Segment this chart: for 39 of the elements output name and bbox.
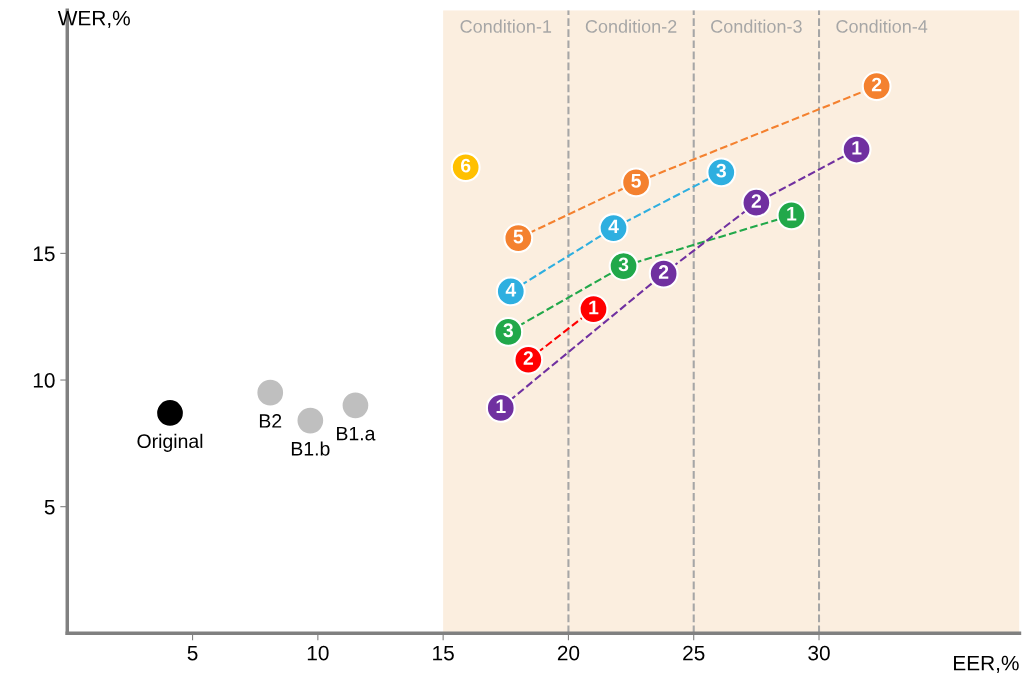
annotation: 3 bbox=[618, 257, 629, 272]
band-label: Condition-3 bbox=[711, 19, 802, 33]
x-axis-title: EER,% bbox=[954, 655, 1019, 673]
x-tick-label: 25 bbox=[683, 645, 705, 661]
x-tick-label: 10 bbox=[307, 645, 329, 661]
annotation: 5 bbox=[513, 229, 524, 244]
annotation: 5 bbox=[631, 174, 641, 188]
band-label: Condition-4 bbox=[836, 19, 928, 33]
annotation: 3 bbox=[503, 323, 513, 338]
annotation: 2 bbox=[658, 265, 669, 279]
annotation: 2 bbox=[751, 194, 761, 208]
annotation: B2 bbox=[259, 414, 282, 428]
annotation: 2 bbox=[871, 77, 882, 92]
annotation: 6 bbox=[461, 158, 471, 173]
x-tick-label: 5 bbox=[187, 645, 198, 661]
x-tick-label: 20 bbox=[557, 645, 580, 661]
annotation: 1 bbox=[589, 300, 599, 315]
annotation: 1 bbox=[852, 141, 862, 155]
band-label: Condition-1 bbox=[460, 19, 552, 33]
point bbox=[340, 390, 371, 421]
x-tick-label: 30 bbox=[808, 645, 830, 661]
point bbox=[255, 377, 286, 408]
annotation: B1.a bbox=[337, 426, 376, 441]
annotation: 2 bbox=[523, 351, 533, 365]
annotation: 1 bbox=[496, 399, 506, 413]
annotation: 4 bbox=[505, 283, 517, 297]
point bbox=[155, 398, 185, 428]
band-label: Condition-2 bbox=[585, 19, 677, 33]
x-tick-label: 15 bbox=[433, 645, 454, 661]
annotation: 4 bbox=[608, 219, 619, 234]
y-axis-title: WER,% bbox=[57, 10, 130, 28]
y-tick-label: 15 bbox=[33, 246, 55, 262]
annotation: 1 bbox=[787, 207, 797, 221]
y-tick-label: 10 bbox=[33, 373, 55, 388]
annotation: 3 bbox=[716, 163, 726, 178]
point bbox=[295, 405, 326, 436]
y-tick-label: 5 bbox=[44, 499, 55, 515]
annotation: B1.b bbox=[291, 441, 330, 456]
annotation: Original bbox=[137, 433, 203, 452]
